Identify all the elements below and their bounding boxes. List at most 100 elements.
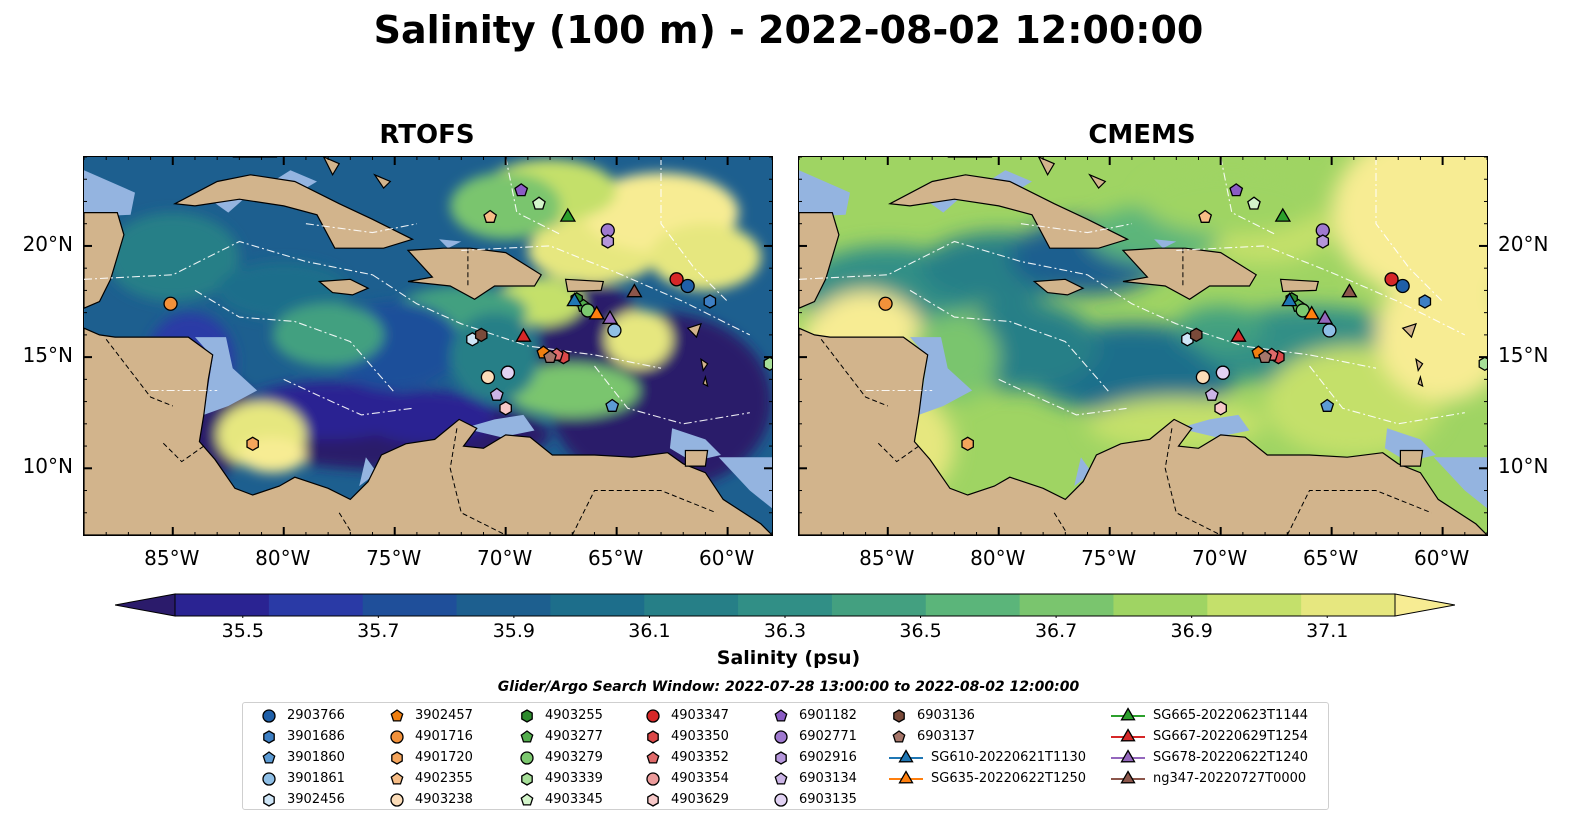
obs-marker-SG635-20220622T1250 — [1303, 305, 1320, 320]
search-window-note: Glider/Argo Search Window: 2022-07-28 13… — [497, 679, 1080, 695]
legend-item: 4903350 — [643, 726, 729, 746]
legend-label: 3901861 — [287, 770, 345, 786]
legend-marker-triangle-icon — [898, 749, 914, 763]
legend-label: SG667-20220629T1254 — [1153, 728, 1309, 744]
legend-item: 4903279 — [517, 747, 603, 767]
colorbar-tick-label: 35.9 — [492, 620, 536, 642]
legend-label: 4903354 — [671, 770, 729, 786]
legend-item: 6903136 — [889, 705, 975, 725]
legend-label: 4901716 — [415, 728, 473, 744]
obs-marker-6903135 — [1215, 365, 1231, 380]
obs-marker-4903345 — [532, 196, 546, 210]
x-tick-label: 70°W — [1192, 546, 1248, 570]
legend-marker-pentagon-icon — [390, 709, 404, 722]
legend-marker-hexagon-icon — [263, 793, 275, 807]
legend-marker-circle-icon — [774, 793, 788, 807]
obs-marker-4901716 — [163, 296, 178, 311]
legend-item: 3901860 — [259, 747, 345, 767]
obs-marker-4901716 — [878, 296, 893, 311]
legend-marker-circle-icon — [646, 772, 660, 786]
legend-label: 4903350 — [671, 728, 729, 744]
colorbar-tick-label: 37.1 — [1306, 620, 1349, 642]
colorbar-tick-label: 36.5 — [899, 620, 942, 642]
legend-label: 4903277 — [545, 728, 603, 744]
obs-marker-6903134 — [489, 387, 504, 401]
obs-marker-6903137 — [1258, 349, 1272, 364]
legend-label: 4903238 — [415, 791, 473, 807]
obs-marker-ng347-20220727T0000 — [626, 283, 643, 298]
obs-marker-4903345 — [1247, 196, 1261, 210]
legend-item: 6901182 — [771, 705, 857, 725]
legend-marker-hexagon-icon — [893, 709, 905, 723]
obs-marker-3901861 — [607, 323, 622, 338]
legend-label: SG635-20220622T1250 — [931, 770, 1087, 786]
legend-marker-circle-icon — [774, 730, 788, 744]
legend-marker-pentagon-icon — [520, 793, 534, 806]
legend-item: ng347-20220727T0000 — [1111, 768, 1306, 788]
obs-marker-6902916 — [1316, 234, 1330, 249]
legend-item: 6903137 — [889, 726, 975, 746]
legend-label: 6903134 — [799, 770, 857, 786]
legend-item: SG665-20220623T1144 — [1111, 705, 1308, 725]
legend-item: 2903766 — [259, 705, 345, 725]
colorbar-tick-label: 36.7 — [1034, 620, 1078, 642]
legend-label: 6902916 — [799, 749, 857, 765]
obs-marker-3901860 — [1320, 398, 1335, 412]
colorbar — [115, 593, 1455, 618]
legend-label: 4903352 — [671, 749, 729, 765]
x-tick-label: 85°W — [859, 546, 915, 570]
legend-marker-hexagon-icon — [263, 730, 275, 744]
colorbar-tick-label: 36.9 — [1170, 620, 1213, 642]
obs-marker-SG665-20220623T1144 — [559, 207, 577, 222]
legend-label: 4901720 — [415, 749, 473, 765]
legend-label: 3902456 — [287, 791, 345, 807]
obs-marker-4901720 — [246, 436, 259, 452]
y-tick-label-left: 10°N — [22, 454, 73, 479]
legend-label: 4902355 — [415, 770, 473, 786]
legend-marker-circle-icon — [390, 730, 404, 744]
legend-marker-circle-icon — [646, 709, 660, 723]
colorbar-tick-label: 35.5 — [221, 620, 264, 642]
legend-label: 6901182 — [799, 707, 857, 723]
legend-item: 4903352 — [643, 747, 729, 767]
legend-label: SG665-20220623T1144 — [1153, 707, 1309, 723]
x-tick-label: 70°W — [477, 546, 533, 570]
obs-marker-6903135 — [500, 365, 516, 380]
legend-item: 4903629 — [643, 789, 729, 809]
legend-item: 4902355 — [387, 768, 473, 788]
panel-title-cmems: CMEMS — [1088, 120, 1196, 150]
legend-item: SG678-20220622T1240 — [1111, 747, 1308, 767]
y-tick-label-right: 10°N — [1498, 454, 1549, 479]
legend-label: 6903136 — [917, 707, 975, 723]
obs-marker-6903134 — [1204, 387, 1219, 401]
y-tick-label-right: 20°N — [1498, 231, 1549, 256]
obs-marker-6903137 — [543, 349, 557, 364]
obs-marker-3901686 — [1418, 294, 1432, 309]
legend-marker-triangle-icon — [1120, 770, 1136, 784]
legend-item: SG635-20220622T1250 — [889, 768, 1086, 788]
legend-marker-pentagon-icon — [262, 751, 276, 764]
obs-marker-3901860 — [605, 398, 620, 412]
legend-label: 4903279 — [545, 749, 603, 765]
legend-item: 3902456 — [259, 789, 345, 809]
legend-item: 6903135 — [771, 789, 857, 809]
obs-marker-4903629 — [1214, 401, 1227, 416]
obs-marker-3901686 — [703, 294, 717, 309]
legend-item: 6902771 — [771, 726, 857, 746]
legend-marker-pentagon-icon — [892, 730, 906, 743]
x-tick-label: 80°W — [970, 546, 1026, 570]
legend-marker-pentagon-icon — [390, 772, 404, 785]
obs-marker-4902355 — [483, 209, 498, 223]
y-tick-label-left: 15°N — [22, 343, 73, 368]
x-tick-label: 65°W — [1303, 546, 1359, 570]
legend-marker-circle-icon — [520, 751, 534, 765]
legend-item: 3902457 — [387, 705, 473, 725]
legend-marker-hexagon-icon — [521, 709, 533, 723]
legend-item: 3901686 — [259, 726, 345, 746]
legend-label: 3901860 — [287, 749, 345, 765]
obs-marker-2903766 — [1395, 278, 1410, 294]
x-tick-label: 60°W — [1413, 546, 1470, 570]
obs-marker-SG635-20220622T1250 — [588, 305, 605, 320]
obs-marker-6903136 — [474, 327, 488, 343]
obs-marker-4902355 — [1198, 209, 1213, 223]
